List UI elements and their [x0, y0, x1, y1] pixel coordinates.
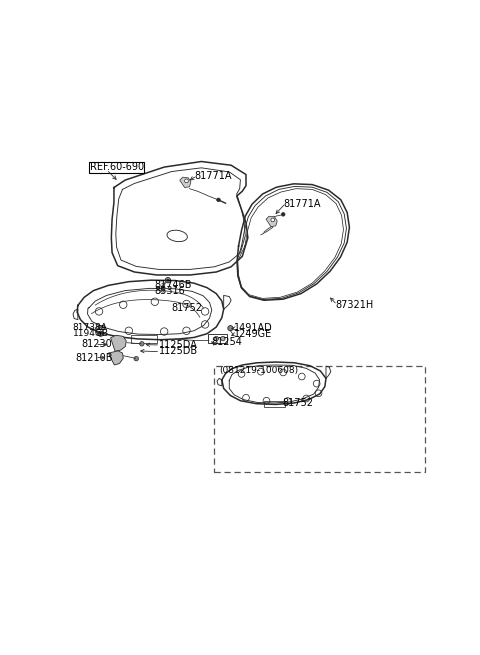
Text: 81746B: 81746B [155, 280, 192, 290]
Bar [98, 325, 104, 329]
Circle shape [167, 279, 169, 281]
Circle shape [281, 212, 285, 216]
Circle shape [214, 337, 218, 341]
Text: 81752: 81752 [172, 303, 203, 312]
Circle shape [185, 179, 188, 183]
Text: 1491AD: 1491AD [234, 323, 273, 333]
Circle shape [134, 356, 139, 361]
Polygon shape [180, 177, 191, 187]
Text: 1125DB: 1125DB [159, 346, 198, 356]
Circle shape [228, 326, 233, 331]
Polygon shape [108, 351, 123, 365]
Bar [264, 401, 286, 407]
Text: 81738A: 81738A [72, 323, 108, 332]
Polygon shape [266, 216, 277, 227]
Circle shape [271, 218, 275, 222]
Circle shape [221, 337, 225, 341]
Text: 81771A: 81771A [194, 172, 231, 181]
Circle shape [271, 220, 275, 225]
Circle shape [216, 198, 220, 202]
Circle shape [98, 331, 103, 337]
Text: 87321H: 87321H [335, 300, 373, 310]
Bar [215, 366, 424, 472]
Text: REF.60-690: REF.60-690 [90, 162, 144, 172]
Text: (081219-100608): (081219-100608) [219, 366, 299, 375]
Text: 1249GE: 1249GE [234, 329, 272, 339]
Circle shape [140, 341, 144, 346]
Bar [131, 335, 156, 343]
Text: 81254: 81254 [212, 337, 243, 347]
Text: 81230: 81230 [82, 339, 112, 349]
Circle shape [165, 278, 170, 283]
Text: 81771A: 81771A [283, 199, 321, 210]
Text: 81210B: 81210B [76, 352, 113, 363]
Text: 1194GB: 1194GB [72, 329, 108, 338]
Text: 81752: 81752 [282, 398, 313, 408]
Polygon shape [110, 335, 126, 351]
Text: 85316: 85316 [155, 286, 186, 296]
Text: 1125DA: 1125DA [159, 339, 198, 350]
